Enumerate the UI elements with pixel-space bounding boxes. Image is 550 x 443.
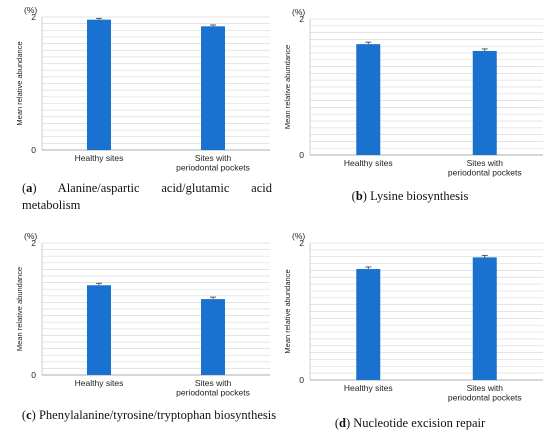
y-tick-label: 2 xyxy=(299,238,304,248)
bar xyxy=(356,44,381,155)
caption-c: (c) Phenylalanine/tyrosine/tryptophan bi… xyxy=(21,408,277,422)
y-tick-label: 0 xyxy=(31,145,36,155)
caption-a-label: a xyxy=(26,181,33,195)
x-tick-label: Sites with periodontal pockets xyxy=(448,383,522,403)
y-tick-label: 0 xyxy=(31,370,36,380)
caption-d-label: d xyxy=(339,416,346,430)
gridlines xyxy=(310,18,543,156)
caption-b: (b) Lysine biosynthesis xyxy=(351,189,469,203)
y-axis-label: Mean relative abundance xyxy=(283,45,292,129)
caption-d-text: Nucleotide excision repair xyxy=(353,416,486,430)
x-tick-label: Sites with periodontal pockets xyxy=(176,378,250,398)
chart-panel-b: (%) 0 2 Mean relative abundance Healthy site… xyxy=(275,0,550,180)
chart-a-svg: (%) 0 2 Mean relative abundance Healthy site… xyxy=(15,5,270,173)
y-axis-label: Mean relative abundance xyxy=(283,269,292,353)
bar xyxy=(472,50,497,155)
chart-panel-c: (%) 0 2 Mean relative abundance Healthy site… xyxy=(0,225,275,405)
chart-b-svg: (%) 0 2 Mean relative abundance Healthy site… xyxy=(283,7,543,178)
caption-c-text: Phenylalanine/tyrosine/tryptophan biosyn… xyxy=(38,408,277,422)
caption-d: (d) Nucleotide excision repair xyxy=(334,416,486,430)
x-tick-label: Sites with periodontal pockets xyxy=(176,153,250,173)
bar xyxy=(356,269,381,380)
x-tick-label: Healthy sites xyxy=(75,153,124,163)
gridlines xyxy=(42,242,270,376)
y-tick-label: 2 xyxy=(31,12,36,22)
gridlines xyxy=(310,242,543,381)
x-tick-label: Healthy sites xyxy=(75,378,124,388)
unit-label: (%) xyxy=(24,5,37,15)
x-tick-label: Healthy sites xyxy=(344,383,393,393)
bar xyxy=(472,257,497,380)
bar xyxy=(201,299,225,375)
caption-c-label: c xyxy=(26,408,32,422)
bar xyxy=(87,285,111,375)
chart-d-svg: (%) 0 2 Mean relative abundance Healthy site… xyxy=(283,231,543,403)
caption-a: (a) Alanine/aspartic acid/glutamic acid … xyxy=(22,181,272,212)
unit-label: (%) xyxy=(292,231,305,241)
unit-label: (%) xyxy=(24,231,37,241)
gridlines xyxy=(42,16,270,151)
chart-c-svg: (%) 0 2 Mean relative abundance Healthy site… xyxy=(15,231,270,398)
bar xyxy=(87,19,111,150)
y-axis-label: Mean relative abundance xyxy=(15,267,24,351)
chart-panel-a: (%) 0 2 Mean relative abundance Healthy site… xyxy=(0,0,275,175)
y-tick-label: 2 xyxy=(299,14,304,24)
bar xyxy=(201,26,225,151)
unit-label: (%) xyxy=(292,7,305,17)
y-tick-label: 2 xyxy=(31,238,36,248)
caption-b-label: b xyxy=(355,189,363,203)
x-tick-label: Healthy sites xyxy=(344,158,393,168)
caption-b-text: Lysine biosynthesis xyxy=(370,189,469,203)
caption-a-text: Alanine/aspartic acid/glutamic acid meta… xyxy=(22,181,272,212)
x-tick-label: Sites with periodontal pockets xyxy=(448,158,522,178)
y-tick-label: 0 xyxy=(299,375,304,385)
chart-panel-d: (%) 0 2 Mean relative abundance Healthy site… xyxy=(275,225,550,410)
y-tick-label: 0 xyxy=(299,150,304,160)
y-axis-label: Mean relative abundance xyxy=(15,41,24,125)
